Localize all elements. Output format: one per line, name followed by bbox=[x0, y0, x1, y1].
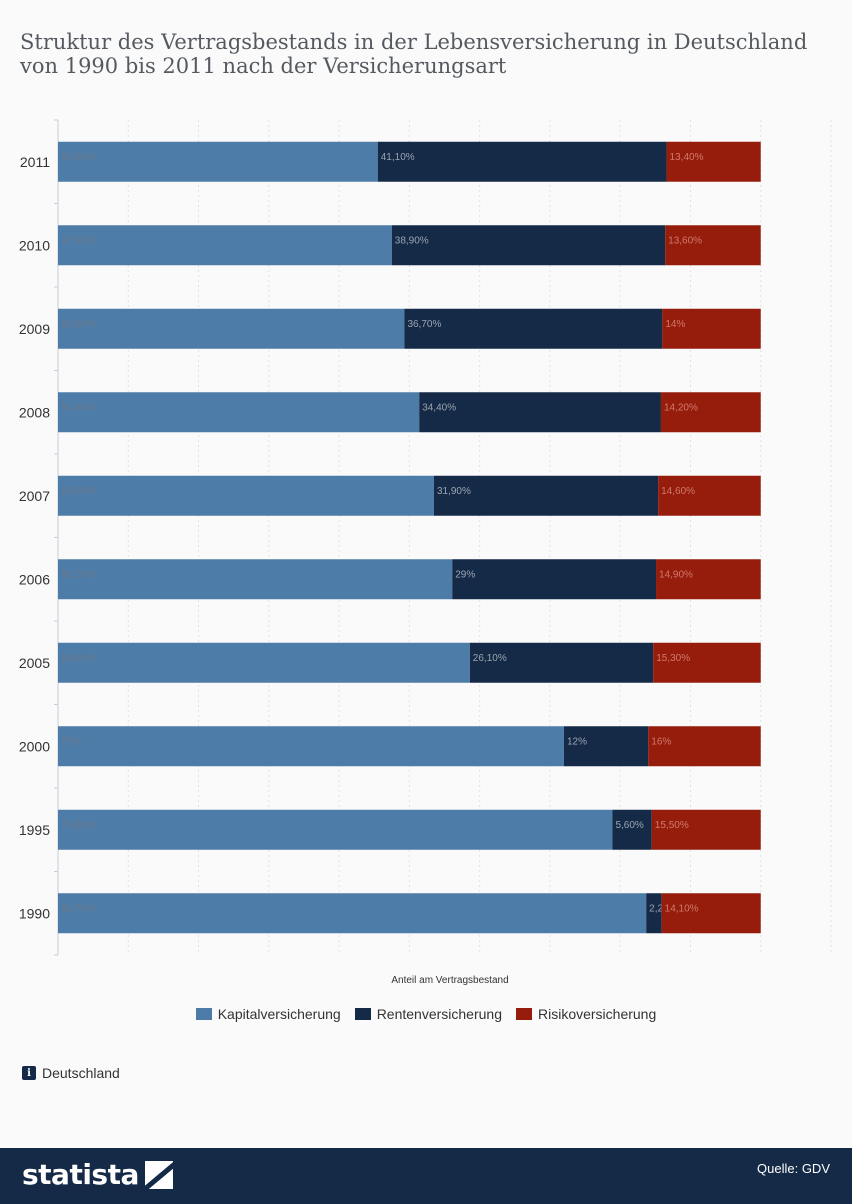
data-label: 45,50% bbox=[61, 152, 95, 163]
category-label: 2008 bbox=[19, 404, 50, 420]
legend-swatch-risiko bbox=[515, 1008, 532, 1020]
data-label: 14,90% bbox=[659, 569, 693, 580]
statista-logo[interactable]: statista bbox=[22, 1158, 173, 1191]
data-label: 5,60% bbox=[615, 820, 643, 831]
category-label: 2007 bbox=[19, 488, 50, 504]
legend-label-renten: Rentenversicherung bbox=[376, 1006, 502, 1022]
bar-kapitalversicherung-2009[interactable] bbox=[58, 308, 405, 349]
x-axis-label: Anteil am Vertragsbestand bbox=[391, 975, 508, 986]
chart-title: Struktur des Vertragsbestands in der Leb… bbox=[20, 30, 808, 78]
logo-mark-icon bbox=[144, 1160, 173, 1189]
bar-risikoversicherung-2008[interactable] bbox=[660, 392, 761, 433]
footer: statista Quelle: GDV bbox=[0, 1148, 852, 1204]
category-label: 2000 bbox=[19, 738, 50, 754]
category-label: 2006 bbox=[19, 571, 50, 587]
data-label: 51,40% bbox=[61, 402, 95, 413]
data-label: 14% bbox=[665, 319, 685, 330]
bar-risikoversicherung-1990[interactable] bbox=[661, 893, 761, 934]
data-label: 15,30% bbox=[656, 653, 690, 664]
stacked-bar-chart: 45,50% 41,10% 13,40% 47,50% 38,90% 13,60% 49,3… bbox=[19, 119, 832, 986]
data-label: 14,10% bbox=[665, 903, 699, 914]
source-label: Quelle: GDV bbox=[757, 1161, 830, 1176]
legend-item-kapital[interactable]: Kapitalversicherung bbox=[195, 1006, 341, 1022]
data-label: 14,20% bbox=[664, 402, 698, 413]
bar-rentenversicherung-1990[interactable] bbox=[646, 893, 662, 934]
bar-rentenversicherung-2010[interactable] bbox=[391, 225, 666, 266]
bar-risikoversicherung-2005[interactable] bbox=[653, 642, 761, 683]
data-label: 56,10% bbox=[61, 569, 95, 580]
bar-rentenversicherung-1995[interactable] bbox=[612, 809, 652, 850]
data-label: 14,60% bbox=[661, 486, 695, 497]
data-label: 58,60% bbox=[61, 653, 95, 664]
category-axis: 2011 2010 2009 2008 2007 2006 2005 2000 1995 1990 bbox=[19, 154, 50, 922]
bar-risikoversicherung-2000[interactable] bbox=[648, 726, 761, 767]
bar-rentenversicherung-2008[interactable] bbox=[419, 392, 661, 433]
bar-area: 45,50% 41,10% 13,40% 47,50% 38,90% 13,60% 49,3… bbox=[58, 141, 761, 934]
data-label: 13,60% bbox=[668, 235, 702, 246]
bar-kapitalversicherung-2010[interactable] bbox=[58, 225, 392, 266]
data-label: 16% bbox=[651, 736, 671, 747]
data-label: 78,90% bbox=[61, 820, 95, 831]
bar-kapitalversicherung-1995[interactable] bbox=[58, 809, 613, 850]
bar-risikoversicherung-2011[interactable] bbox=[666, 141, 761, 182]
bar-rentenversicherung-2000[interactable] bbox=[563, 726, 649, 767]
data-label: 53,50% bbox=[61, 486, 95, 497]
bar-rentenversicherung-2006[interactable] bbox=[452, 559, 657, 600]
data-label: 72% bbox=[61, 736, 81, 747]
bar-kapitalversicherung-2011[interactable] bbox=[58, 141, 378, 182]
info-icon[interactable]: i bbox=[22, 1066, 36, 1080]
bar-risikoversicherung-2010[interactable] bbox=[665, 225, 761, 266]
bar-risikoversicherung-2009[interactable] bbox=[662, 308, 761, 349]
bar-kapitalversicherung-1990[interactable] bbox=[58, 893, 647, 934]
data-label: 41,10% bbox=[381, 152, 415, 163]
category-label: 2010 bbox=[19, 237, 50, 253]
legend-label-risiko: Risikoversicherung bbox=[537, 1006, 657, 1022]
category-label: 2005 bbox=[19, 655, 50, 671]
bar-risikoversicherung-1995[interactable] bbox=[651, 809, 761, 850]
region-label: Deutschland bbox=[42, 1065, 120, 1081]
bar-rentenversicherung-2005[interactable] bbox=[469, 642, 654, 683]
legend-swatch-renten bbox=[354, 1008, 371, 1020]
data-label: 34,40% bbox=[422, 402, 456, 413]
data-label: 47,50% bbox=[61, 235, 95, 246]
region-note: i Deutschland bbox=[22, 1065, 120, 1081]
bar-rentenversicherung-2007[interactable] bbox=[433, 475, 659, 516]
bar-risikoversicherung-2007[interactable] bbox=[658, 475, 761, 516]
legend-swatch-kapital bbox=[195, 1008, 212, 1020]
data-label: 36,70% bbox=[407, 319, 441, 330]
logo-text: statista bbox=[22, 1158, 139, 1191]
legend-item-risiko[interactable]: Risikoversicherung bbox=[515, 1006, 657, 1022]
bar-kapitalversicherung-2005[interactable] bbox=[58, 642, 470, 683]
bar-risikoversicherung-2006[interactable] bbox=[656, 559, 761, 600]
data-label: 13,40% bbox=[670, 152, 704, 163]
legend: Kapitalversicherung Rentenversicherung R… bbox=[0, 1006, 852, 1022]
category-label: 2009 bbox=[19, 321, 50, 337]
data-label: 12% bbox=[567, 736, 587, 747]
data-label: 15,50% bbox=[655, 820, 689, 831]
data-label: 49,30% bbox=[61, 319, 95, 330]
category-label: 2011 bbox=[20, 154, 50, 170]
bar-kapitalversicherung-2006[interactable] bbox=[58, 559, 453, 600]
bar-kapitalversicherung-2007[interactable] bbox=[58, 475, 434, 516]
category-label: 1990 bbox=[19, 905, 50, 921]
data-label: 31,90% bbox=[437, 486, 471, 497]
data-label: 29% bbox=[455, 569, 475, 580]
legend-label-kapital: Kapitalversicherung bbox=[217, 1006, 341, 1022]
x-axis: Anteil am Vertragsbestand bbox=[391, 975, 508, 986]
data-label: 83,70% bbox=[61, 903, 95, 914]
data-label: 26,10% bbox=[473, 653, 507, 664]
bar-kapitalversicherung-2000[interactable] bbox=[58, 726, 564, 767]
bar-rentenversicherung-2011[interactable] bbox=[377, 141, 667, 182]
data-label: 38,90% bbox=[395, 235, 429, 246]
bar-rentenversicherung-2009[interactable] bbox=[404, 308, 663, 349]
category-label: 1995 bbox=[19, 822, 50, 838]
bar-kapitalversicherung-2008[interactable] bbox=[58, 392, 420, 433]
legend-item-renten[interactable]: Rentenversicherung bbox=[354, 1006, 502, 1022]
